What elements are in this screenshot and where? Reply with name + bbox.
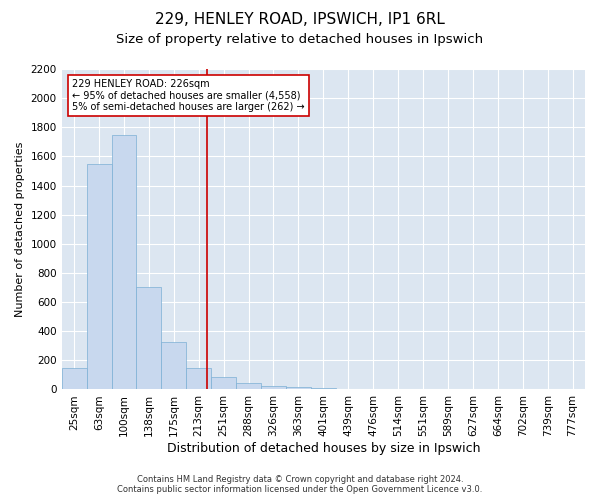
- X-axis label: Distribution of detached houses by size in Ipswich: Distribution of detached houses by size …: [167, 442, 480, 455]
- Bar: [62, 368, 86, 390]
- Text: 229 HENLEY ROAD: 226sqm
← 95% of detached houses are smaller (4,558)
5% of semi-: 229 HENLEY ROAD: 226sqm ← 95% of detache…: [72, 78, 305, 112]
- Bar: [236, 383, 261, 390]
- Bar: [161, 342, 186, 390]
- Bar: [86, 164, 112, 390]
- Bar: [336, 388, 361, 390]
- Text: Size of property relative to detached houses in Ipswich: Size of property relative to detached ho…: [116, 32, 484, 46]
- Bar: [311, 388, 336, 390]
- Text: 229, HENLEY ROAD, IPSWICH, IP1 6RL: 229, HENLEY ROAD, IPSWICH, IP1 6RL: [155, 12, 445, 28]
- Bar: [261, 386, 286, 390]
- Bar: [112, 134, 136, 390]
- Bar: [186, 368, 211, 390]
- Bar: [286, 388, 311, 390]
- Bar: [136, 288, 161, 390]
- Y-axis label: Number of detached properties: Number of detached properties: [15, 142, 25, 317]
- Text: Contains HM Land Registry data © Crown copyright and database right 2024.
Contai: Contains HM Land Registry data © Crown c…: [118, 474, 482, 494]
- Bar: [211, 377, 236, 390]
